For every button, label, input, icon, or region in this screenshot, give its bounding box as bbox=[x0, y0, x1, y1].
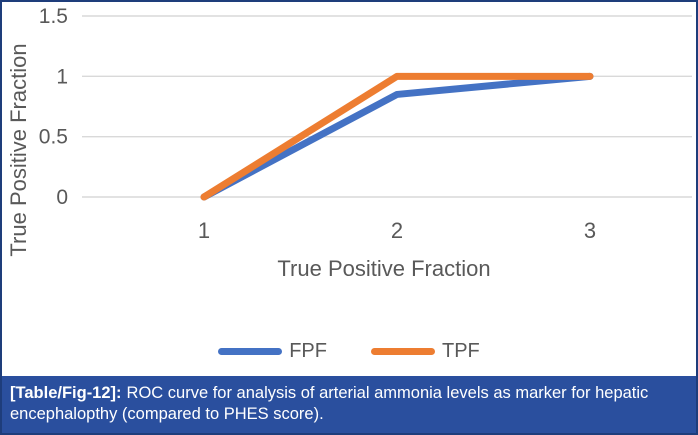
x-tick-label: 1 bbox=[198, 218, 210, 243]
caption-text: ROC curve for analysis of arterial ammon… bbox=[10, 384, 649, 424]
figure-caption: [Table/Fig-12]: ROC curve for analysis of… bbox=[2, 376, 696, 433]
y-axis-title: True Positive Fraction bbox=[6, 43, 31, 256]
caption-label: [Table/Fig-12]: bbox=[10, 384, 122, 402]
x-axis-title: True Positive Fraction bbox=[277, 256, 490, 281]
series-line-fpf bbox=[200, 72, 594, 201]
fpf-line-swatch bbox=[218, 348, 283, 355]
legend-item-tpf: TPF bbox=[371, 340, 480, 363]
legend-item-fpf: FPF bbox=[218, 340, 327, 363]
fpf-legend-label: FPF bbox=[289, 340, 327, 362]
y-tick-label: 0 bbox=[56, 186, 68, 209]
series-line-tpf bbox=[200, 72, 594, 201]
tpf-line-swatch bbox=[371, 348, 435, 355]
roc-line-chart: 0 0.5 1 1.5 1 2 3 True Positive Fraction True Po… bbox=[6, 5, 692, 281]
y-tick-label: 1.5 bbox=[39, 5, 68, 28]
x-tick-label: 2 bbox=[391, 218, 403, 243]
chart-legend: FPF TPF bbox=[2, 340, 696, 363]
y-tick-label: 1 bbox=[56, 65, 68, 88]
tpf-legend-label: TPF bbox=[442, 340, 480, 362]
x-tick-label: 3 bbox=[584, 218, 596, 243]
y-tick-label: 0.5 bbox=[39, 126, 68, 149]
